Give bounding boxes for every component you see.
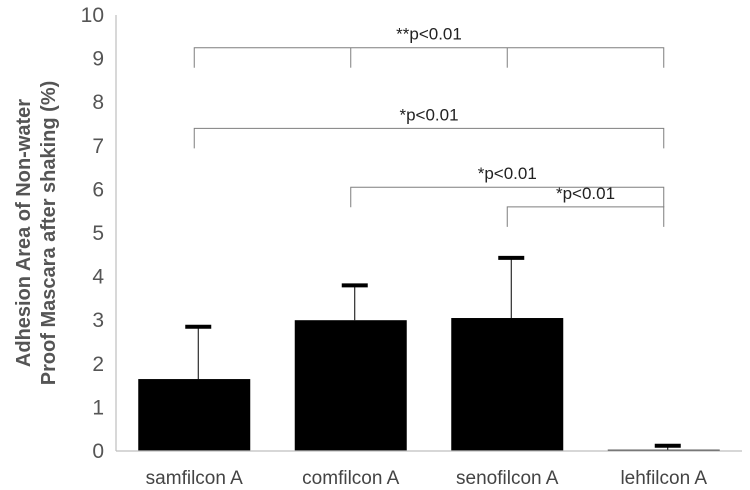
significance-bracket — [350, 186, 665, 208]
y-tick-label: 4 — [92, 266, 104, 289]
x-category-label: comfilcon A — [302, 468, 399, 489]
significance-label: *p<0.01 — [478, 164, 537, 183]
y-axis-label: Adhesion Area of Non-water Proof Mascara… — [13, 81, 60, 386]
significance-brackets: **p<0.01 *p<0.01 *p<0.01 *p<0.01 — [193, 25, 665, 227]
bar-senofilcon-a — [451, 318, 564, 451]
x-category-label: senofilcon A — [456, 468, 559, 489]
y-axis-label-line-2: Proof Mascara after shaking (%) — [38, 81, 60, 386]
x-category-label: samfilcon A — [146, 468, 243, 489]
y-tick-label: 7 — [92, 135, 104, 158]
x-category-label: lehfilcon A — [620, 468, 707, 489]
significance-label: **p<0.01 — [396, 25, 462, 44]
error-bars — [185, 255, 681, 450]
bars — [138, 318, 720, 452]
x-axis-category-labels: samfilcon A comfilcon A senofilcon A lehfil… — [146, 468, 708, 489]
y-tick-label: 6 — [92, 178, 104, 201]
y-axis-ticks: 0 1 2 3 4 5 6 7 8 9 10 — [81, 4, 105, 463]
y-tick-label: 5 — [92, 222, 104, 245]
bar-samfilcon-a — [138, 379, 251, 451]
y-tick-label: 0 — [92, 440, 104, 463]
y-tick-label: 1 — [92, 396, 104, 419]
bar-comfilcon-a — [294, 320, 407, 451]
significance-bracket — [193, 127, 665, 149]
y-tick-label: 10 — [81, 4, 104, 27]
significance-bracket — [193, 47, 665, 68]
y-tick-label: 9 — [92, 48, 104, 71]
significance-label: *p<0.01 — [399, 105, 458, 124]
y-tick-label: 3 — [92, 309, 104, 332]
y-tick-label: 2 — [92, 353, 104, 376]
y-tick-label: 8 — [92, 91, 104, 114]
y-axis-label-line-1: Adhesion Area of Non-water — [13, 99, 35, 367]
significance-bracket — [506, 206, 665, 227]
significance-label: *p<0.01 — [556, 184, 615, 203]
